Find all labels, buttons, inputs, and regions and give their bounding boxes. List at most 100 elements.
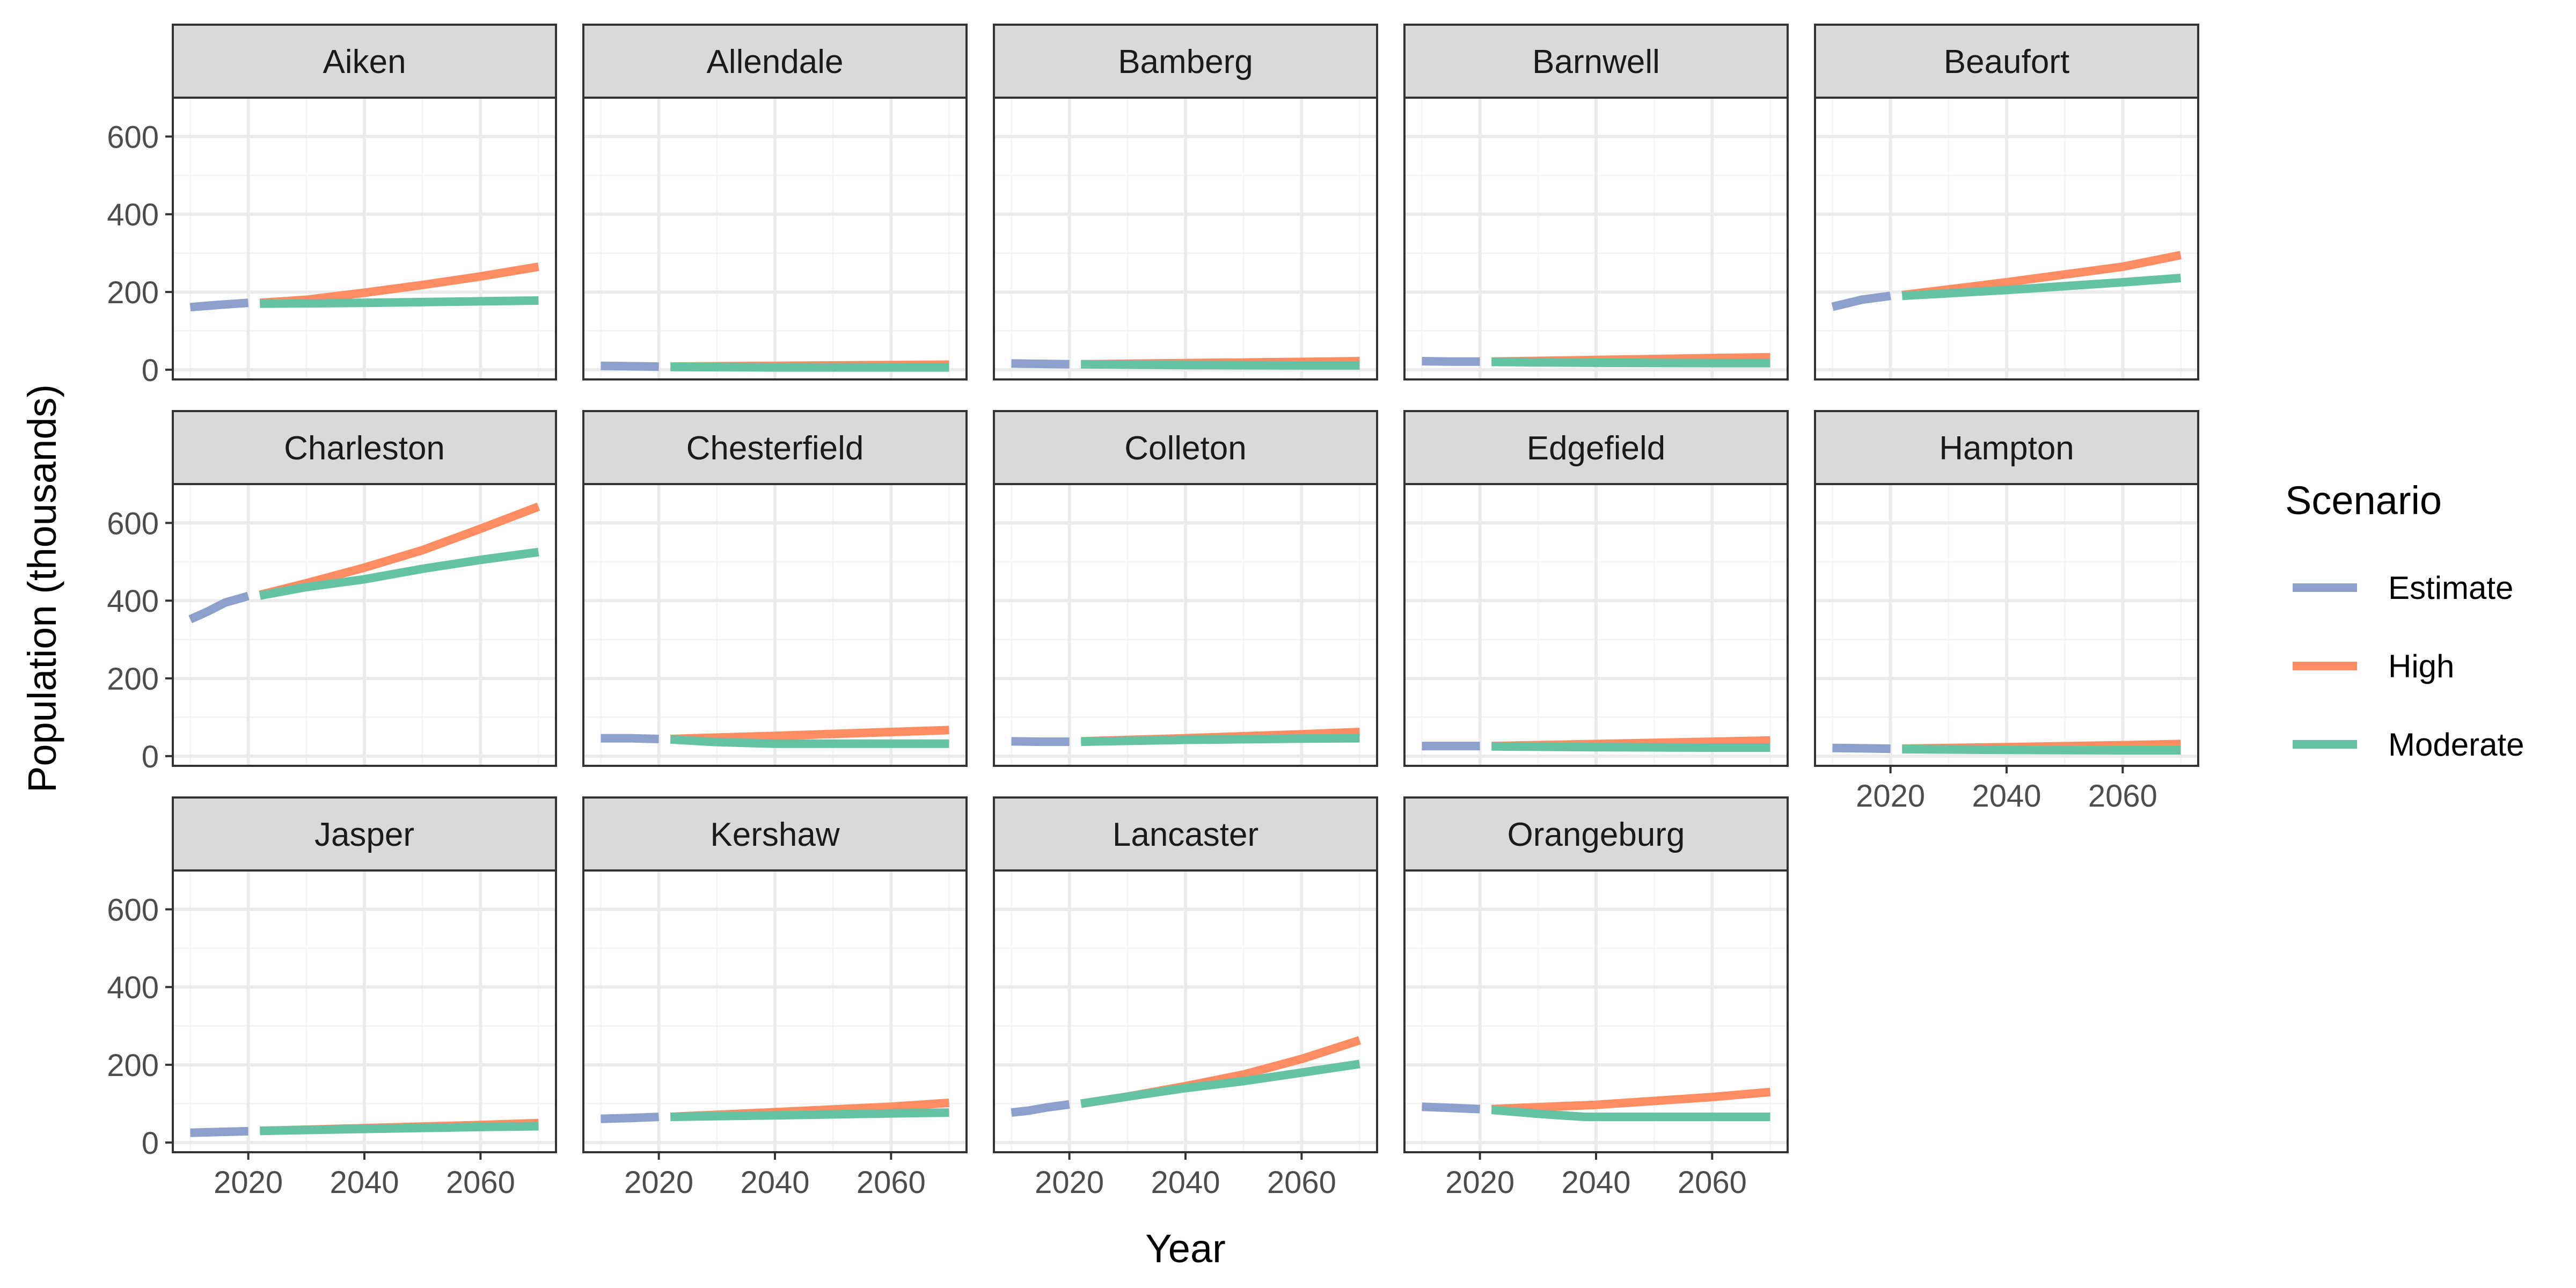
facet-strip-label: Barnwell bbox=[1532, 43, 1660, 80]
series-group bbox=[190, 1118, 539, 1137]
y-axis-title: Population (thousands) bbox=[20, 384, 64, 793]
series-line-moderate bbox=[1491, 1106, 1770, 1122]
x-tick-label: 2040 bbox=[740, 1165, 809, 1200]
facet-strip bbox=[993, 410, 1378, 485]
facet-panel-bamberg: Bamberg bbox=[993, 24, 1378, 380]
series-group bbox=[1832, 740, 2181, 755]
legend-title: Scenario bbox=[2285, 478, 2442, 523]
facet-strip bbox=[1403, 410, 1789, 485]
x-tick-label: 2020 bbox=[1856, 779, 1925, 814]
y-tick-label: 600 bbox=[107, 506, 159, 541]
facet-strip bbox=[1814, 410, 2199, 485]
y-tick-label: 600 bbox=[107, 120, 159, 155]
legend-label-moderate: Moderate bbox=[2388, 727, 2524, 763]
x-tick-label: 2020 bbox=[1445, 1165, 1514, 1200]
facet-strip-label: Hampton bbox=[1939, 430, 2074, 467]
x-tick-label: 2020 bbox=[214, 1165, 283, 1200]
facet-strip-label: Orangeburg bbox=[1507, 816, 1685, 853]
series-line-estimate bbox=[1422, 1102, 1480, 1114]
y-tick-label: 200 bbox=[107, 662, 159, 697]
x-tick-label: 2060 bbox=[446, 1165, 515, 1200]
facet-strip-label: Kershaw bbox=[710, 816, 839, 853]
legend-item-estimate: Estimate bbox=[2293, 570, 2513, 606]
series-line-estimate bbox=[188, 591, 250, 624]
y-tick-label: 0 bbox=[142, 353, 159, 388]
series-group bbox=[1422, 1087, 1771, 1122]
x-tick-label: 2040 bbox=[1561, 1165, 1630, 1200]
series-group bbox=[1422, 353, 1770, 368]
facet-panel-lancaster: Lancaster 2020 2040 2060 bbox=[993, 796, 1378, 1200]
series-line-moderate bbox=[1902, 744, 2181, 755]
series-line-estimate bbox=[1831, 291, 1891, 311]
series-line-estimate bbox=[190, 1126, 248, 1137]
series-line-moderate bbox=[1491, 357, 1770, 368]
facet-panel-kershaw: Kershaw 2020 2040 2060 bbox=[582, 796, 968, 1200]
x-tick-label: 2020 bbox=[1035, 1165, 1104, 1200]
series-line-moderate bbox=[670, 1108, 949, 1122]
series-line-moderate bbox=[670, 735, 949, 748]
series-line-estimate bbox=[189, 298, 249, 312]
facet-panel-beaufort: Beaufort bbox=[1814, 24, 2199, 380]
facet-panel-orangeburg: Orangeburg 2020 2040 2060 bbox=[1403, 796, 1789, 1200]
series-group bbox=[601, 1099, 950, 1123]
series-line-high bbox=[670, 726, 949, 743]
y-tick-label: 0 bbox=[142, 740, 159, 774]
facet-panel-hampton: Hampton 2020 2040 2060 bbox=[1814, 410, 2199, 814]
facet-strip bbox=[582, 796, 968, 872]
series-line-moderate bbox=[1081, 360, 1360, 370]
facet-panel-edgefield: Edgefield bbox=[1403, 410, 1789, 767]
x-tick-label: 2040 bbox=[1972, 779, 2041, 814]
y-tick-label: 600 bbox=[107, 892, 159, 927]
y-tick-label: 400 bbox=[107, 197, 159, 232]
series-group bbox=[189, 262, 539, 312]
series-line-estimate bbox=[1011, 1100, 1070, 1117]
facet-strip bbox=[993, 24, 1378, 99]
y-tick-label: 400 bbox=[107, 584, 159, 619]
facet-strip bbox=[172, 796, 557, 872]
series-line-moderate bbox=[1081, 734, 1360, 747]
facet-strip bbox=[172, 24, 557, 99]
facet-panel-colleton: Colleton bbox=[993, 410, 1378, 767]
facet-strip bbox=[1814, 24, 2199, 99]
x-tick-label: 2040 bbox=[330, 1165, 399, 1200]
x-tick-label: 2020 bbox=[624, 1165, 693, 1200]
facet-strip bbox=[1403, 796, 1789, 872]
series-line-estimate bbox=[601, 1113, 659, 1123]
y-tick-label: 0 bbox=[142, 1126, 159, 1161]
series-group bbox=[1831, 251, 2182, 311]
series-group bbox=[1011, 357, 1360, 370]
legend-item-high: High bbox=[2293, 648, 2454, 684]
series-line-moderate bbox=[260, 1122, 539, 1136]
facet-strip-label: Jasper bbox=[314, 816, 414, 853]
series-line-moderate bbox=[260, 296, 539, 308]
series-line-estimate bbox=[1832, 743, 1891, 753]
x-axis-title: Year bbox=[1145, 1226, 1226, 1271]
series-line-estimate bbox=[1011, 737, 1070, 747]
series-group bbox=[1011, 1036, 1361, 1117]
legend: Scenario Estimate High Moderate bbox=[2285, 478, 2524, 763]
series-group bbox=[1011, 728, 1360, 747]
legend-label-high: High bbox=[2388, 648, 2454, 684]
legend-item-moderate: Moderate bbox=[2293, 727, 2524, 763]
legend-label-estimate: Estimate bbox=[2388, 570, 2513, 606]
series-line-moderate bbox=[259, 547, 539, 600]
x-tick-label: 2060 bbox=[857, 1165, 926, 1200]
facet-panel-barnwell: Barnwell bbox=[1403, 24, 1789, 380]
facet-strip-label: Allendale bbox=[706, 43, 843, 80]
series-line-estimate bbox=[1422, 357, 1480, 366]
y-tick-label: 200 bbox=[107, 275, 159, 310]
series-line-high bbox=[1491, 1087, 1771, 1114]
series-group bbox=[601, 360, 949, 372]
facet-strip bbox=[1403, 24, 1789, 99]
x-tick-label: 2060 bbox=[1678, 1165, 1747, 1200]
series-line-estimate bbox=[1011, 359, 1070, 369]
facet-strip-label: Beaufort bbox=[1944, 43, 2069, 80]
x-tick-label: 2060 bbox=[2088, 779, 2157, 814]
x-tick-label: 2060 bbox=[1267, 1165, 1336, 1200]
facet-strip-label: Aiken bbox=[323, 43, 406, 80]
facet-strip-label: Bamberg bbox=[1118, 43, 1253, 80]
facet-strip-label: Charleston bbox=[284, 430, 445, 467]
facet-strip bbox=[582, 410, 968, 485]
